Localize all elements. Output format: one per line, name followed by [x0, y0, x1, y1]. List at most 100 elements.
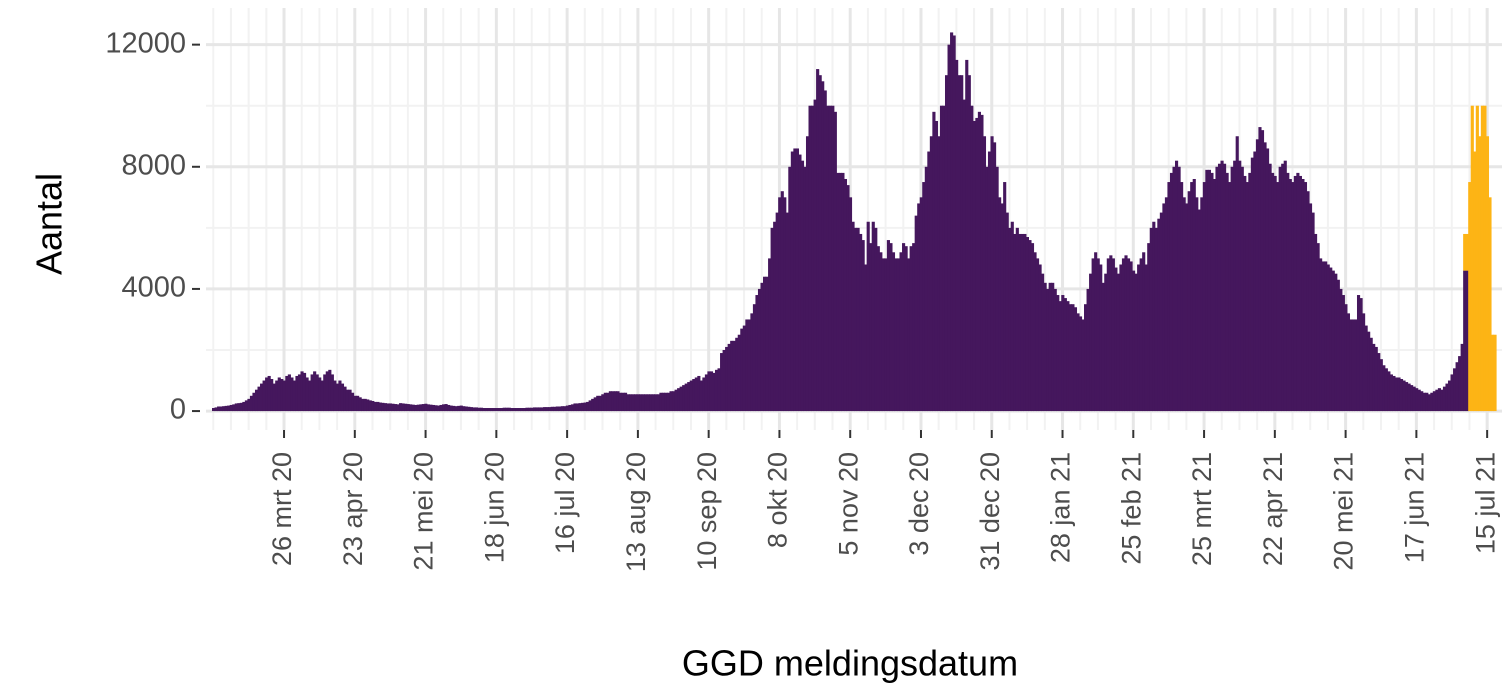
bar [277, 377, 281, 412]
bar [1033, 252, 1037, 412]
bar [234, 403, 238, 412]
bar [1008, 227, 1012, 412]
bar [1063, 298, 1067, 412]
bar [1010, 221, 1014, 412]
bar [1465, 270, 1469, 412]
bar [295, 375, 299, 412]
bar [381, 402, 385, 412]
bar [707, 371, 711, 412]
bar [386, 403, 390, 412]
bar [512, 408, 516, 412]
bar [1238, 160, 1242, 412]
bar [864, 264, 868, 412]
bar [848, 197, 853, 412]
bar [431, 404, 436, 412]
bar [1432, 391, 1436, 412]
bar [1223, 163, 1227, 412]
bar [285, 375, 289, 412]
bar [1265, 148, 1270, 412]
bar [237, 403, 241, 412]
bar [1283, 160, 1287, 412]
bar [1228, 182, 1232, 412]
bar [1119, 264, 1123, 412]
bar [982, 136, 987, 412]
y-tick-label: 0 [170, 394, 186, 426]
bar [550, 406, 554, 412]
bar [1397, 377, 1401, 412]
bar [1291, 182, 1295, 412]
bar [798, 154, 802, 412]
bar [219, 406, 223, 412]
bar [1046, 288, 1050, 412]
bar [775, 212, 779, 412]
bar [297, 374, 302, 412]
bar [967, 75, 971, 412]
bar [310, 374, 314, 412]
bar [722, 349, 726, 412]
bar [843, 178, 848, 412]
bar [1410, 385, 1414, 412]
bar [1015, 227, 1019, 412]
bar [1458, 356, 1462, 412]
bar [1377, 353, 1381, 412]
bar [783, 197, 787, 412]
bar [891, 252, 896, 412]
bar [757, 288, 762, 412]
bar [401, 403, 405, 412]
bar [836, 172, 840, 412]
bar [396, 404, 400, 412]
bar [687, 382, 691, 412]
bar [1453, 368, 1457, 412]
bar [621, 392, 625, 412]
bar [1278, 166, 1282, 412]
bar [909, 246, 913, 412]
bar [1258, 127, 1262, 412]
bar [340, 383, 345, 412]
bar [712, 372, 716, 412]
bar [522, 408, 527, 412]
bar [1245, 182, 1249, 412]
bar [735, 337, 739, 412]
bar [1003, 182, 1007, 412]
y-tick-label: 12000 [105, 27, 186, 59]
bar [373, 401, 377, 412]
bar [588, 400, 592, 412]
bar [932, 111, 936, 412]
bar [330, 374, 334, 412]
x-tick-label: 25 feb 21 [1116, 452, 1146, 565]
bar [1175, 160, 1179, 412]
bar [1273, 175, 1277, 412]
bar [457, 405, 461, 412]
bar [919, 197, 923, 412]
bar [1182, 197, 1186, 412]
bar [833, 111, 837, 412]
bar [1485, 136, 1490, 412]
bar [861, 240, 865, 412]
bar [876, 246, 880, 412]
bar [1071, 304, 1075, 412]
bar [424, 403, 428, 412]
bar [646, 394, 650, 412]
bar [257, 386, 261, 412]
bar [603, 392, 607, 412]
bar [1329, 267, 1333, 412]
bar [469, 407, 473, 412]
bar [249, 395, 254, 412]
bar [1298, 175, 1302, 412]
bar [924, 166, 928, 412]
bar [732, 340, 736, 412]
bar [1030, 243, 1035, 412]
bar [1137, 264, 1141, 412]
bar [679, 386, 683, 412]
bar [214, 407, 218, 412]
bar [962, 99, 966, 412]
bar [1306, 191, 1310, 412]
bar [1096, 258, 1100, 412]
bar [1248, 172, 1252, 412]
bar [1124, 255, 1128, 412]
x-tick-label: 21 mei 20 [409, 452, 439, 571]
bar [869, 243, 873, 412]
bar [411, 404, 415, 412]
bar [1372, 343, 1376, 412]
bar [1230, 166, 1234, 412]
